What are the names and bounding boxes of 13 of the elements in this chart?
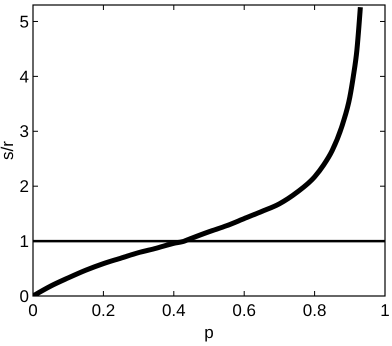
y-axis-title: s/r <box>0 140 17 160</box>
y-tick-label: 1 <box>20 232 29 252</box>
x-tick-label: 1 <box>380 301 390 320</box>
x-tick-label: 0.2 <box>92 301 116 320</box>
x-tick-label: 0.8 <box>302 301 326 320</box>
y-tick-label: 4 <box>20 67 29 86</box>
y-tick-label: 5 <box>20 12 29 32</box>
y-tick-label: 3 <box>20 122 29 142</box>
x-axis-title: p <box>204 323 214 342</box>
y-tick-label: 2 <box>20 177 29 196</box>
y-tick-label: 0 <box>20 286 29 306</box>
x-tick-label: 0.6 <box>232 301 256 320</box>
x-tick-label: 0.4 <box>162 301 186 320</box>
